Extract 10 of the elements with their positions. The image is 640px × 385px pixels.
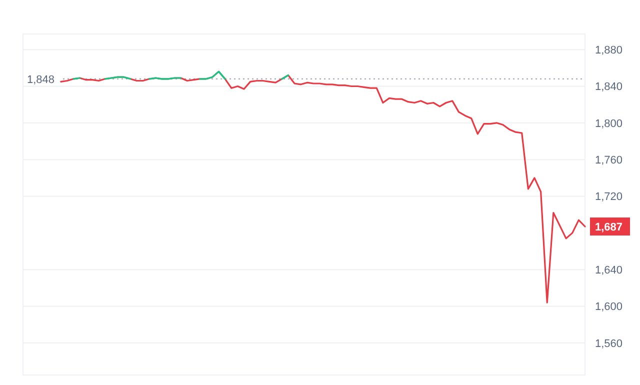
y-tick-label: 1,800 [595,118,623,130]
ref-line-label: 1,848 [27,74,55,86]
text: 1,687 [595,221,623,234]
y-tick-label: 1,640 [595,264,623,276]
y-tick-label: 1,720 [595,191,623,204]
y-tick-label: 1,600 [595,301,623,314]
y-tick-label: 1,560 [595,338,623,350]
y-tick-label: 1,760 [595,154,623,166]
y-tick-label: 1,880 [595,44,623,56]
y-tick-label: 1,840 [595,81,623,94]
